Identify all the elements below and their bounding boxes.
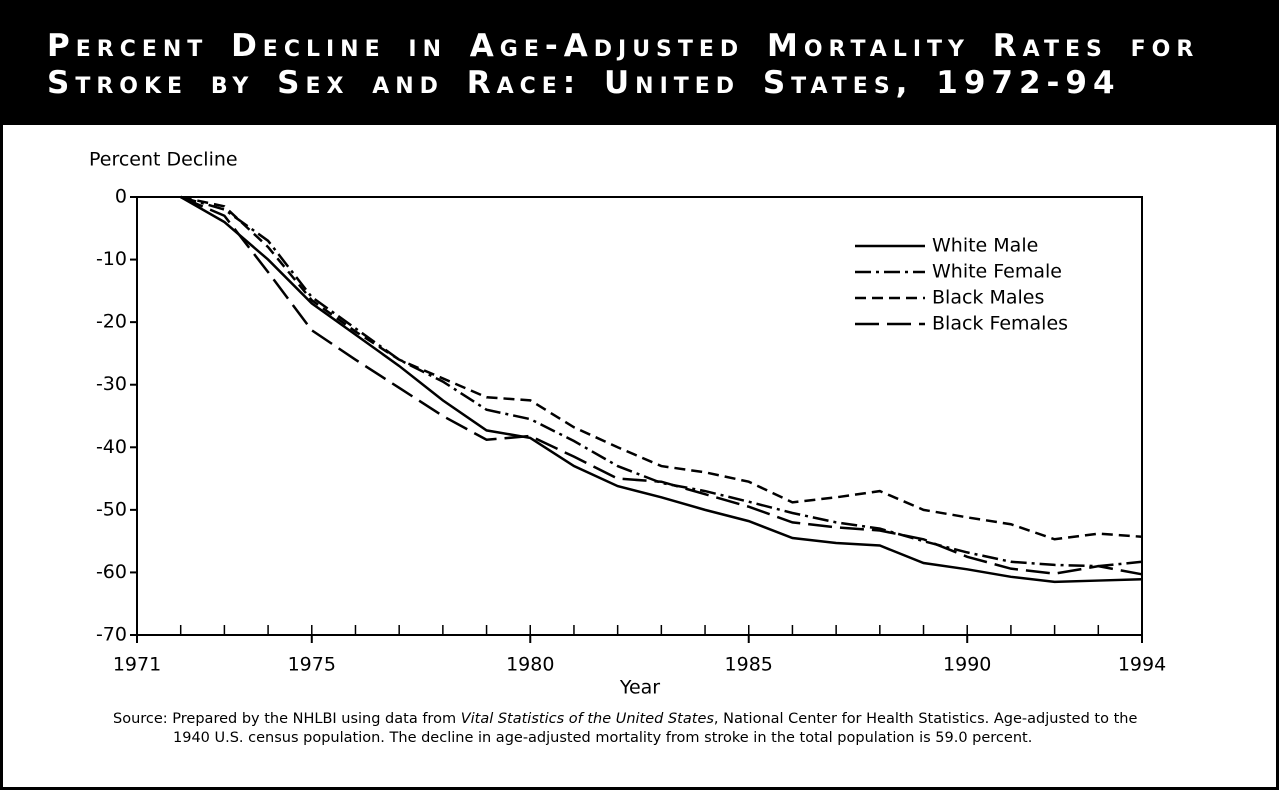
- x-tick-label: 1975: [288, 654, 336, 676]
- series-line: [180, 195, 1143, 584]
- series-line: [180, 195, 1143, 568]
- legend-label: White Female: [932, 261, 1062, 283]
- source-text: Source: Prepared by the NHLBI using data…: [113, 711, 461, 727]
- y-tick-label: -60: [96, 561, 127, 583]
- x-tick-label: 1980: [506, 654, 554, 676]
- series-line: [180, 195, 1143, 541]
- x-tick-label: 1994: [1118, 654, 1166, 676]
- y-tick-label: -50: [96, 498, 127, 520]
- legend-label: White Male: [932, 235, 1038, 257]
- x-tick-label: 1971: [113, 654, 161, 676]
- y-tick-label: -10: [96, 248, 127, 270]
- frame: [0, 125, 1279, 790]
- x-axis-label: Year: [619, 677, 660, 699]
- x-tick-label: 1985: [725, 654, 773, 676]
- y-tick-label: -40: [96, 436, 127, 458]
- series-line: [180, 195, 1143, 576]
- y-tick-label: -70: [96, 624, 127, 646]
- legend-label: Black Males: [932, 287, 1044, 309]
- y-axis-label: Percent Decline: [89, 149, 238, 171]
- header: Percent Decline in Age-Adjusted Mortalit…: [0, 0, 1279, 125]
- x-tick-label: 1990: [943, 654, 991, 676]
- source-text: , National Center for Health Statistics.…: [173, 711, 1138, 746]
- y-tick-label: -20: [96, 311, 127, 333]
- source-note: Source: Prepared by the NHLBI using data…: [113, 710, 1173, 748]
- chart-title: Percent Decline in Age-Adjusted Mortalit…: [47, 28, 1200, 101]
- y-tick-label: 0: [115, 186, 127, 208]
- legend-label: Black Females: [932, 313, 1068, 335]
- source-text: Vital Statistics of the United States: [460, 711, 714, 727]
- y-tick-label: -30: [96, 373, 127, 395]
- plot-frame: [136, 196, 1143, 636]
